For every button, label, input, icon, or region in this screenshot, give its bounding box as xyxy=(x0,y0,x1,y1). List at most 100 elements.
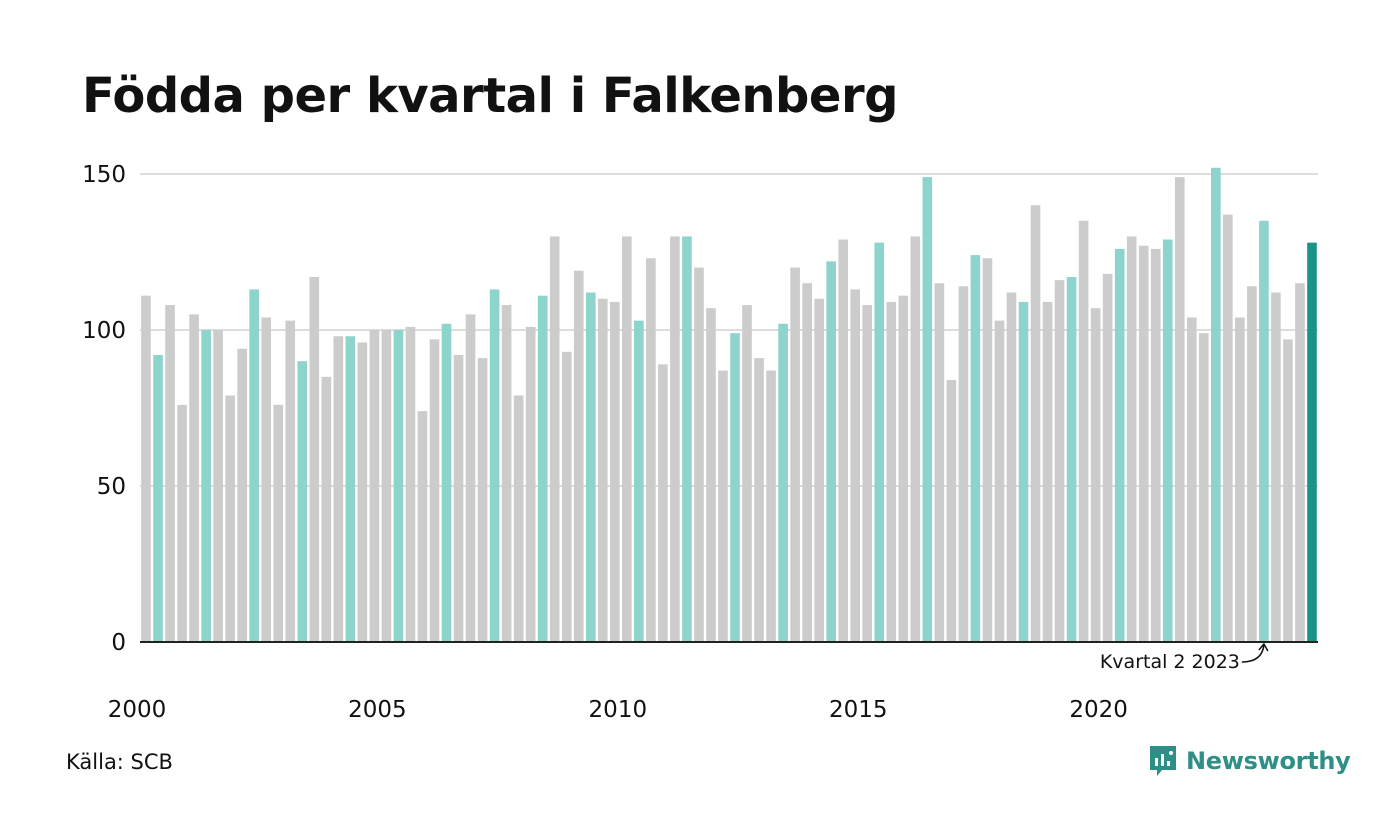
bar xyxy=(561,351,572,642)
bar xyxy=(646,258,656,642)
bar xyxy=(273,404,284,642)
x-axis-tick-labels: 2000 2005 2010 2015 2020 xyxy=(108,697,1128,723)
bar xyxy=(742,305,752,642)
bar xyxy=(1283,339,1293,642)
y-axis-tick-labels: 0 50 100 150 xyxy=(82,162,126,656)
bar xyxy=(285,320,296,642)
bar xyxy=(982,258,993,642)
y-tick-label: 100 xyxy=(82,318,126,344)
bar xyxy=(489,289,500,642)
annotation-arrow-icon xyxy=(1241,642,1269,663)
bar xyxy=(393,330,404,642)
bar xyxy=(1198,333,1209,642)
bar xyxy=(850,289,861,642)
bar xyxy=(970,255,981,642)
bar xyxy=(1174,177,1185,642)
y-tick-label: 150 xyxy=(82,162,126,188)
bar xyxy=(1042,301,1053,642)
bar xyxy=(1018,301,1029,642)
bar xyxy=(1150,248,1161,642)
bar xyxy=(694,267,704,642)
bar xyxy=(1259,220,1269,643)
brand-logo: Newsworthy xyxy=(1148,744,1351,778)
bar xyxy=(622,236,632,642)
bar xyxy=(958,286,969,642)
chart-title: Födda per kvartal i Falkenberg xyxy=(82,68,899,124)
bar xyxy=(898,295,909,642)
bar xyxy=(1271,292,1281,642)
bar xyxy=(261,317,272,642)
bar xyxy=(465,314,476,642)
bar xyxy=(321,376,332,642)
bar xyxy=(1162,239,1173,642)
bar xyxy=(1126,236,1137,642)
bar xyxy=(369,330,380,642)
bar xyxy=(405,326,416,642)
bar xyxy=(141,295,151,642)
bar xyxy=(225,395,235,642)
bar xyxy=(706,308,716,642)
bar xyxy=(910,236,921,642)
bar xyxy=(573,270,584,642)
bar xyxy=(1235,317,1245,642)
bar xyxy=(634,320,644,642)
bar xyxy=(1054,280,1065,642)
bar xyxy=(1030,205,1041,642)
bar xyxy=(357,342,368,642)
bar xyxy=(730,333,740,642)
bar xyxy=(946,379,957,642)
bar xyxy=(1078,220,1089,643)
bar xyxy=(1186,317,1197,642)
bar xyxy=(886,301,897,642)
source-note: Källa: SCB xyxy=(66,750,173,774)
brand-name: Newsworthy xyxy=(1186,747,1351,775)
bar xyxy=(754,358,764,642)
bar xyxy=(934,283,945,642)
bar xyxy=(237,348,247,642)
bar xyxy=(513,395,524,642)
bar xyxy=(609,301,620,642)
x-tick-label: 2000 xyxy=(108,697,167,723)
bars xyxy=(141,167,1317,643)
bar xyxy=(345,336,356,642)
annotation: Kvartal 2 2023 xyxy=(1100,642,1269,673)
bar xyxy=(862,305,873,642)
y-tick-label: 0 xyxy=(111,630,126,656)
bar xyxy=(1006,292,1017,642)
bar xyxy=(826,261,836,642)
bar xyxy=(441,323,452,642)
bar xyxy=(814,298,824,642)
bar xyxy=(790,267,800,642)
bar xyxy=(778,323,788,642)
bar xyxy=(309,276,320,642)
bar xyxy=(537,295,548,642)
bar xyxy=(1223,214,1233,642)
bar xyxy=(994,320,1005,642)
bar xyxy=(201,330,211,642)
bar xyxy=(670,236,680,642)
bar xyxy=(682,236,692,642)
bar xyxy=(453,354,464,642)
bar xyxy=(333,336,344,642)
bar xyxy=(501,305,512,642)
x-tick-label: 2020 xyxy=(1069,697,1128,723)
bar xyxy=(1102,273,1113,642)
bar xyxy=(766,370,776,642)
bar xyxy=(1066,276,1077,642)
bar xyxy=(477,358,488,642)
bar xyxy=(1114,248,1125,642)
y-tick-label: 50 xyxy=(97,474,126,500)
bar xyxy=(153,354,163,642)
bar xyxy=(165,305,175,642)
bar xyxy=(189,314,199,642)
bar xyxy=(1307,242,1317,642)
bar-chart-speech-bubble-icon xyxy=(1150,746,1176,776)
bar xyxy=(1295,283,1305,642)
bar xyxy=(213,330,223,642)
bar xyxy=(297,361,308,642)
bar xyxy=(597,298,608,642)
bar xyxy=(658,364,668,642)
bar xyxy=(874,242,885,642)
bar xyxy=(549,236,560,642)
